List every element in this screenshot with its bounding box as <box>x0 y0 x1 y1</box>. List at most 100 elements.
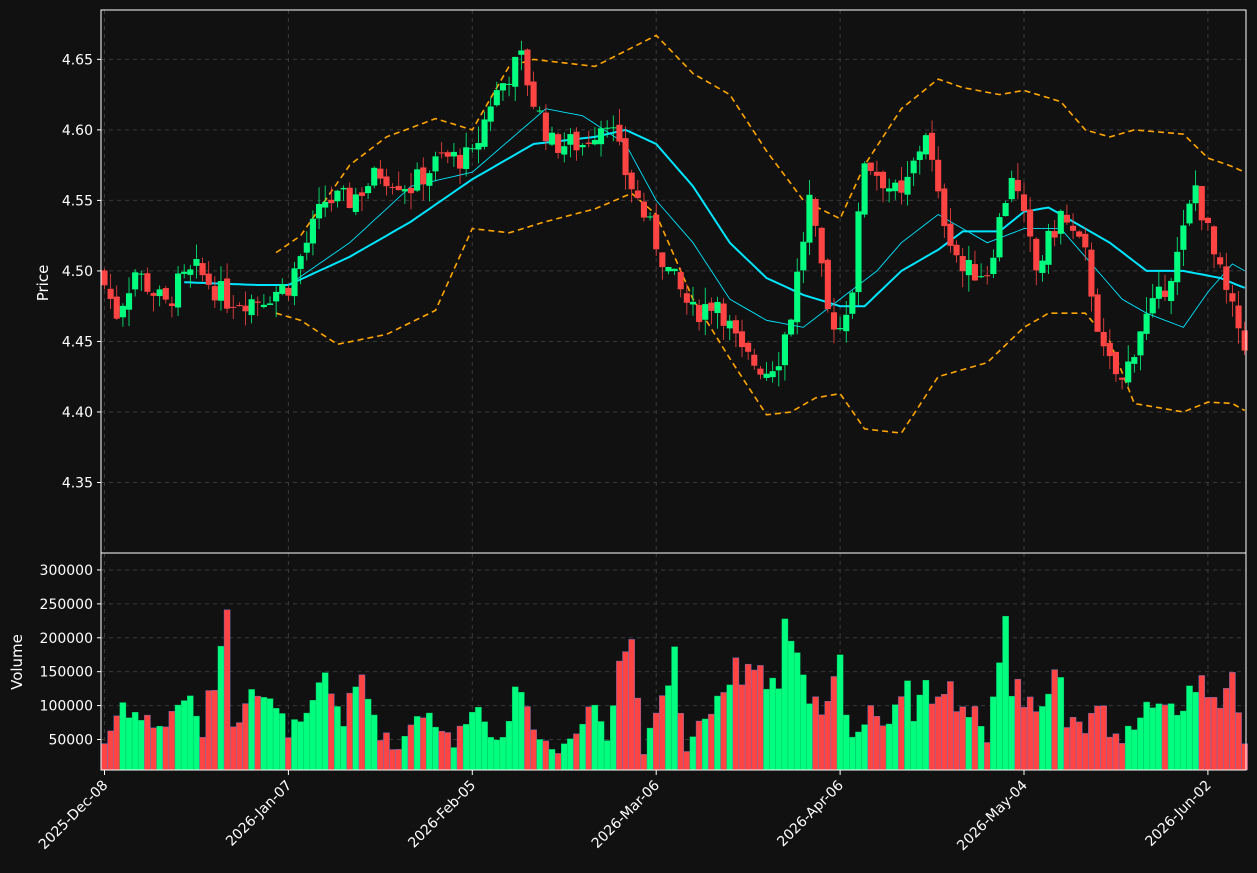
volume-bar <box>885 723 893 771</box>
candle-body <box>837 328 844 330</box>
volume-bar <box>677 713 684 771</box>
candle-body <box>1217 257 1224 265</box>
volume-bar <box>652 712 660 771</box>
candle-body <box>1161 290 1169 297</box>
volume-panel: 50000 100000 150000 200000 250000 300000 Volu… <box>8 552 1248 771</box>
volume-bar <box>475 707 482 771</box>
volume-bar <box>358 674 366 771</box>
candle-body <box>493 90 500 106</box>
candle-body <box>463 147 470 169</box>
candle-body <box>567 134 574 145</box>
volume-tick-label: 300000 <box>40 563 93 579</box>
candle-body <box>193 259 200 266</box>
candle-body <box>941 188 948 227</box>
volume-bar <box>732 657 740 771</box>
volume-bar <box>266 698 274 771</box>
volume-bar <box>781 618 789 771</box>
volume-bar <box>898 696 905 771</box>
candle-body <box>365 186 372 194</box>
volume-bar <box>855 731 862 771</box>
candle-body <box>303 242 310 253</box>
candle-body <box>653 214 660 250</box>
volume-bar <box>389 749 396 771</box>
volume-bar <box>585 706 593 771</box>
candle-body <box>886 188 893 192</box>
volume-bar <box>861 724 868 771</box>
candle-body <box>205 273 212 285</box>
candle-body <box>604 127 611 129</box>
volume-panel-frame <box>100 552 1247 771</box>
candle-body <box>622 138 629 176</box>
candle-body <box>751 354 758 366</box>
candle-body <box>107 288 114 299</box>
candle-body <box>910 160 917 174</box>
price-axis-label: Price <box>34 265 52 302</box>
volume-tick-label: 100000 <box>40 699 93 715</box>
candle-body <box>732 320 739 334</box>
volume-bar <box>1210 697 1218 771</box>
volume-bar <box>1118 743 1126 771</box>
volume-bar <box>1045 693 1052 771</box>
volume-bar <box>364 698 372 771</box>
volume-bar <box>413 716 421 771</box>
price-tick-label: 4.60 <box>62 123 93 139</box>
volume-bar <box>432 726 439 771</box>
volume-bar <box>793 652 801 771</box>
candle-body <box>1235 305 1242 329</box>
volume-bar <box>977 726 985 771</box>
volume-bar <box>505 720 513 771</box>
volume-bar <box>928 703 936 771</box>
candle-body <box>1100 331 1107 347</box>
volume-bar <box>1198 675 1206 771</box>
volume-bar <box>1088 713 1095 771</box>
volume-bar <box>101 743 108 771</box>
volume-bar <box>420 717 427 771</box>
candle-body <box>358 192 366 196</box>
candle-body <box>187 269 194 275</box>
candle-body <box>1057 210 1064 234</box>
price-tick-label: 4.35 <box>62 475 93 491</box>
candle-body <box>824 259 831 310</box>
volume-bar <box>842 714 850 771</box>
volume-bar <box>849 736 856 771</box>
volume-bar <box>1008 695 1015 771</box>
volume-bar <box>1180 710 1187 771</box>
candle-body <box>199 263 206 276</box>
candle-body <box>297 256 304 270</box>
candle-body <box>781 334 788 366</box>
volume-bar <box>242 703 249 771</box>
candle-body <box>616 124 623 142</box>
candle-body <box>1033 238 1040 271</box>
volume-bar <box>438 730 445 771</box>
volume-tick-labels: 50000 100000 150000 200000 250000 300000 <box>40 563 101 748</box>
volume-bar <box>763 688 770 771</box>
volume-bar <box>511 686 519 771</box>
candle-body <box>1045 230 1052 265</box>
volume-bar <box>223 609 231 771</box>
volume-bar <box>285 737 292 771</box>
volume-bar <box>836 654 844 771</box>
candle-body <box>1002 203 1009 217</box>
volume-bar <box>708 713 715 771</box>
volume-bar <box>916 694 924 771</box>
volume-bar <box>971 706 979 771</box>
volume-bar <box>744 663 752 771</box>
candle-body <box>738 331 746 348</box>
candle-body <box>708 302 715 311</box>
candle-body <box>162 288 169 300</box>
volume-bar <box>1186 685 1193 771</box>
volume-bar <box>824 701 832 771</box>
volume-bar <box>303 712 311 771</box>
price-tick-label: 4.55 <box>62 193 93 209</box>
volume-bars <box>101 609 1248 771</box>
candle-body <box>456 154 464 169</box>
candle-body <box>1051 231 1058 238</box>
volume-bar <box>518 692 525 771</box>
volume-bar <box>720 692 727 771</box>
volume-bar <box>469 711 476 771</box>
candle-body <box>659 252 666 268</box>
volume-bar <box>346 692 353 771</box>
candle-body <box>536 110 543 112</box>
candle-body <box>1014 179 1021 192</box>
volume-bar <box>1033 711 1040 771</box>
